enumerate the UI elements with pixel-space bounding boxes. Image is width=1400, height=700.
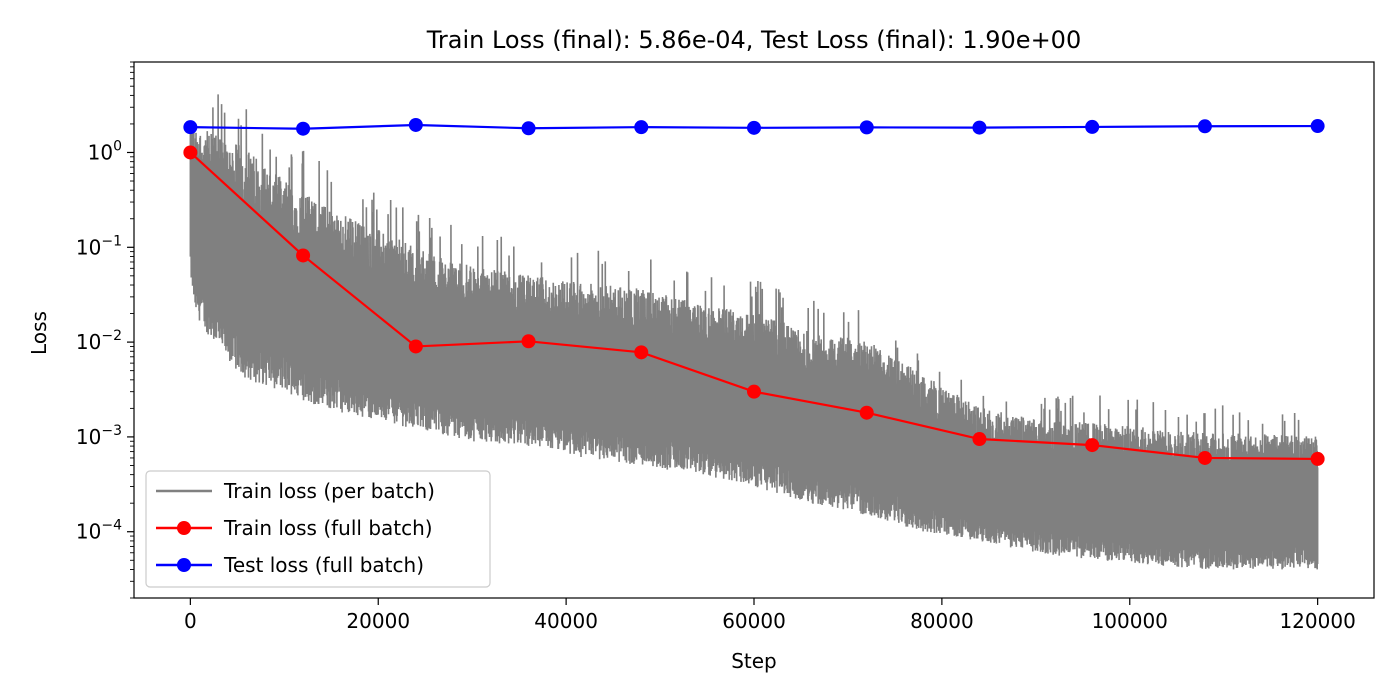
train-loss-full-batch-point	[408, 339, 423, 354]
y-tick-label: 100	[88, 138, 122, 164]
y-axis: 10−4 10−3 10−2 10−1 100	[76, 61, 134, 599]
chart-title: Train Loss (final): 5.86e-04, Test Loss …	[426, 26, 1081, 54]
per-batch-loss-line	[189, 94, 1319, 570]
y-tick-label: 10−4	[76, 518, 122, 544]
legend-label: Train loss (full batch)	[223, 516, 433, 540]
x-tick-label: 120000	[1279, 609, 1355, 633]
test-loss-full-batch-point	[1085, 119, 1100, 134]
train-loss-full-batch-point	[183, 145, 198, 160]
legend-swatch-marker	[177, 521, 191, 535]
x-axis-label: Step	[731, 649, 777, 673]
train-loss-full-batch-point	[747, 384, 761, 399]
x-tick-label: 100000	[1092, 609, 1168, 633]
train-loss-full-batch-point	[296, 248, 311, 263]
x-tick-label: 40000	[534, 609, 598, 633]
test-loss-full-batch-point	[1310, 119, 1325, 134]
legend: Train loss (per batch) Train loss (full b…	[145, 470, 491, 588]
y-axis-label: Loss	[27, 311, 51, 355]
x-tick-label: 60000	[722, 609, 786, 633]
train-loss-full-batch-point	[859, 405, 874, 420]
train-loss-full-batch-point	[1310, 451, 1325, 466]
test-loss-full-batch-point	[859, 120, 874, 135]
legend-label: Test loss (full batch)	[223, 553, 424, 577]
y-tick-label: 10−2	[76, 328, 122, 354]
train-loss-full-batch-point	[634, 345, 649, 360]
test-loss-full-batch-point	[521, 121, 536, 136]
train-loss-full-batch-point	[972, 432, 987, 447]
train-loss-full-batch-point	[1085, 438, 1100, 453]
test-loss-full-batch-point	[972, 120, 987, 135]
x-tick-label: 0	[184, 609, 197, 633]
y-tick-label: 10−3	[76, 423, 122, 449]
train-loss-full-batch-point	[1197, 450, 1212, 465]
legend-box	[145, 470, 491, 588]
test-loss-full-batch-point	[183, 120, 198, 135]
legend-swatch-marker	[177, 558, 191, 572]
x-tick-label: 20000	[346, 609, 410, 633]
test-loss-full-batch-point	[634, 120, 649, 135]
x-axis: 0 20000 40000 60000 80000 100000 120000	[184, 598, 1356, 633]
y-tick-label: 10−1	[76, 233, 122, 259]
test-loss-full-batch-point	[296, 121, 311, 136]
train-loss-full-batch-point	[521, 334, 536, 349]
test-loss-full-batch-point	[747, 120, 761, 135]
test-loss-full-batch-point	[408, 117, 423, 132]
test-loss-full-batch-point	[1197, 119, 1212, 134]
legend-label: Train loss (per batch)	[223, 479, 435, 503]
x-tick-label: 80000	[910, 609, 974, 633]
